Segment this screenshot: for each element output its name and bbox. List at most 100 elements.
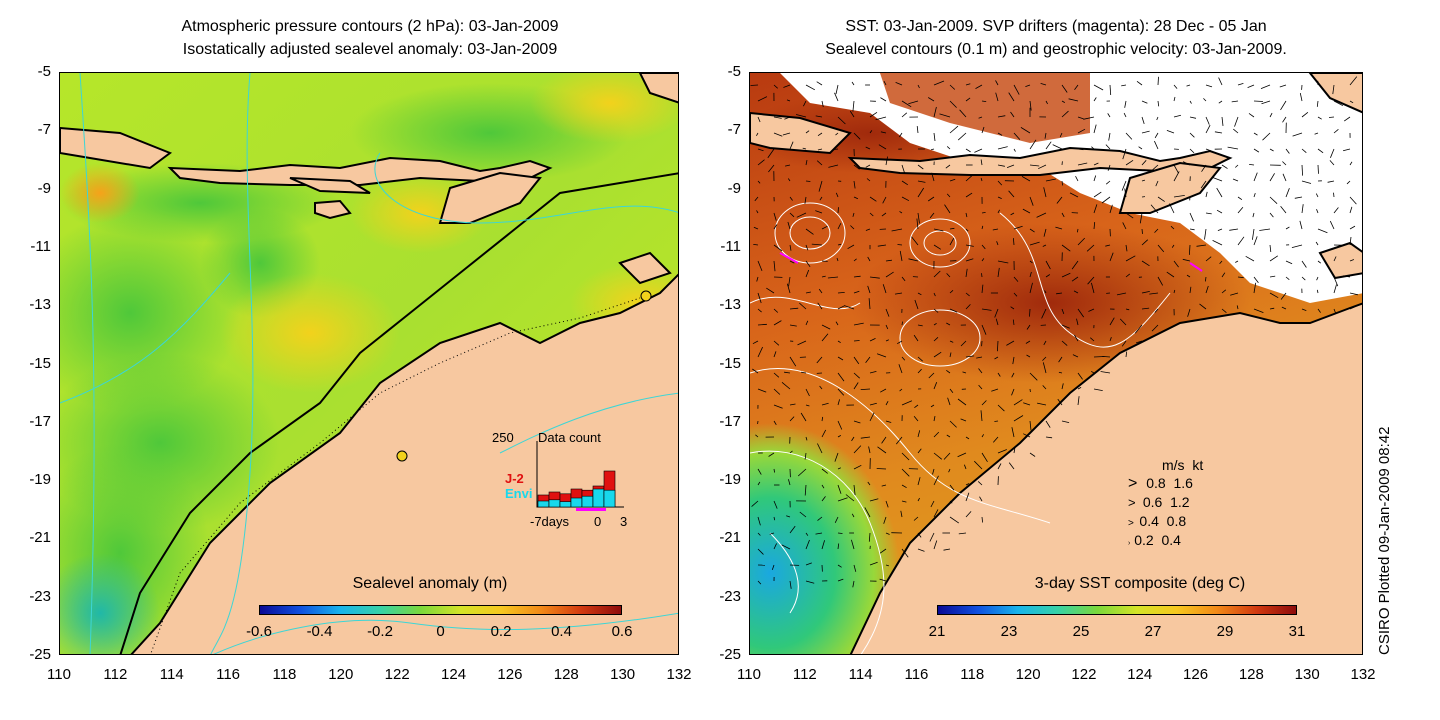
velocity-vector	[853, 420, 861, 424]
velocity-vector	[851, 513, 855, 518]
velocity-vector	[957, 132, 967, 141]
velocity-vector	[917, 430, 921, 438]
inset-bar-envi	[570, 497, 583, 508]
velocity-vector	[965, 228, 969, 232]
velocity-vector	[1332, 84, 1335, 95]
velocity-vector	[1285, 148, 1290, 154]
velocity-vector	[1169, 203, 1175, 214]
velocity-vector	[773, 244, 783, 252]
velocity-vector	[821, 275, 826, 278]
velocity-vector	[787, 178, 791, 182]
y-tick-label: -9	[727, 179, 741, 197]
velocity-vector	[1122, 148, 1127, 160]
colorbar-tick-label: -0.2	[367, 623, 393, 640]
velocity-vector	[1150, 204, 1159, 214]
velocity-vector	[1061, 340, 1068, 346]
velocity-vector	[1262, 132, 1271, 141]
velocity-vector	[1011, 372, 1015, 378]
velocity-vector	[881, 484, 887, 487]
velocity-vector	[1056, 292, 1063, 295]
velocity-vector	[789, 141, 794, 150]
velocity-vector	[1282, 161, 1287, 166]
legend-kt-value: 0.8	[1166, 513, 1187, 529]
velocity-vector	[865, 164, 871, 168]
velocity-vector	[1107, 113, 1111, 118]
velocity-vector	[1141, 260, 1150, 267]
velocity-vector	[1328, 116, 1335, 118]
velocity-vector	[773, 516, 776, 521]
velocity-vector	[837, 578, 844, 582]
velocity-vector	[949, 238, 955, 246]
velocity-vector	[1124, 100, 1127, 108]
velocity-vector	[878, 144, 887, 150]
velocity-vector	[756, 276, 759, 282]
velocity-vector	[917, 212, 920, 224]
velocity-vector	[908, 100, 919, 105]
velocity-vector	[1134, 324, 1143, 334]
velocity-vector	[879, 548, 887, 554]
velocity-vector	[997, 404, 1005, 412]
velocity-vector	[1124, 188, 1127, 198]
velocity-vector	[1013, 399, 1023, 406]
velocity-vector	[1253, 132, 1258, 136]
velocity-vector	[949, 484, 955, 491]
velocity-vector	[883, 516, 887, 524]
velocity-vector	[750, 84, 759, 86]
velocity-vector	[1023, 433, 1031, 438]
velocity-vector	[997, 372, 1001, 377]
velocity-vector	[876, 468, 887, 470]
velocity-vector	[965, 483, 970, 486]
velocity-vector	[996, 241, 999, 246]
velocity-vector	[927, 196, 935, 202]
velocity-vector	[1231, 100, 1239, 103]
velocity-vector	[1229, 228, 1239, 231]
velocity-vector	[1121, 180, 1127, 191]
velocity-vector	[1008, 92, 1015, 102]
velocity-vector	[1205, 285, 1209, 294]
velocity-vector	[1020, 127, 1031, 134]
velocity-vector	[1116, 292, 1127, 296]
velocity-vector	[868, 532, 871, 542]
velocity-vector	[916, 218, 919, 230]
velocity-vector	[821, 333, 829, 342]
x-tick-label: 128	[553, 666, 579, 683]
velocity-vector	[1282, 116, 1287, 123]
inset-bar-envi	[559, 501, 572, 508]
velocity-vector	[755, 434, 759, 438]
velocity-vector	[1072, 354, 1079, 358]
legend-row: > 0.4 0.8	[1128, 513, 1186, 529]
velocity-vector	[800, 371, 807, 374]
velocity-vector	[978, 384, 983, 390]
velocity-vector	[1093, 97, 1097, 102]
velocity-vector	[781, 544, 791, 550]
velocity-vector	[757, 180, 761, 184]
velocity-vector	[815, 115, 823, 118]
velocity-vector	[946, 193, 951, 198]
right-colorbar-title: 3-day SST composite (deg C)	[1034, 575, 1246, 592]
inset-series-j2: J-2	[505, 471, 524, 486]
velocity-vector	[1269, 292, 1279, 299]
velocity-vector	[981, 212, 986, 214]
velocity-vector	[1349, 236, 1352, 246]
velocity-vector	[869, 196, 877, 202]
inset-bar-envi	[537, 500, 550, 508]
velocity-vector	[754, 196, 759, 202]
velocity-vector	[757, 292, 762, 304]
right-map-graphic	[750, 73, 1362, 654]
velocity-vector	[865, 228, 871, 231]
velocity-vector	[1280, 206, 1287, 214]
velocity-vector	[853, 290, 860, 294]
velocity-vector	[1189, 116, 1197, 119]
velocity-vector	[911, 236, 919, 246]
velocity-vector	[901, 500, 907, 503]
velocity-vector	[753, 226, 759, 230]
velocity-vector	[901, 452, 910, 461]
velocity-vector	[845, 494, 855, 502]
velocity-vector	[1141, 100, 1148, 104]
velocity-vector	[1042, 356, 1047, 361]
velocity-vector	[930, 404, 935, 408]
velocity-vector	[949, 125, 959, 134]
velocity-vector	[773, 420, 777, 426]
velocity-vector	[1315, 241, 1319, 246]
velocity-vector	[816, 81, 823, 86]
